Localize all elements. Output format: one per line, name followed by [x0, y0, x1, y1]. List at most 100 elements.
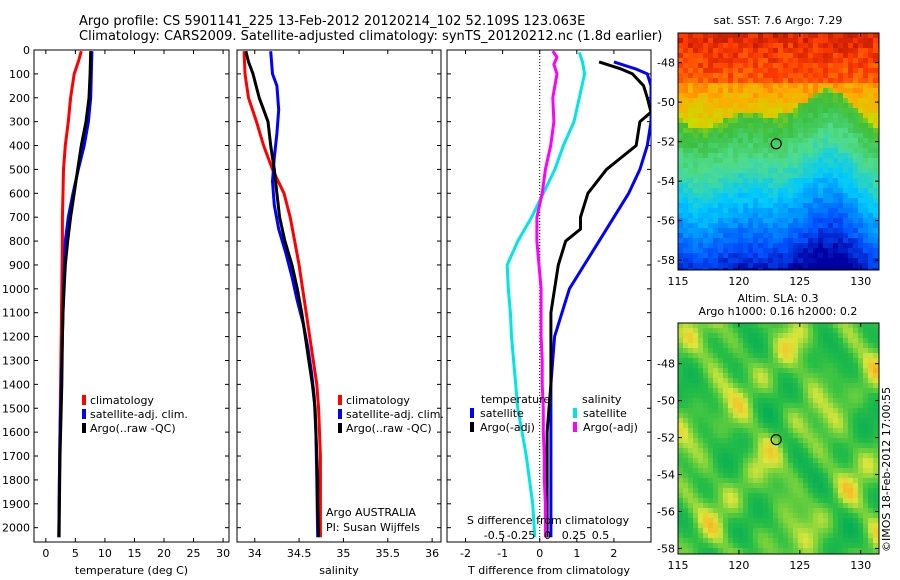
- heatmap-cell: [683, 238, 689, 244]
- heatmap-cell: [763, 513, 769, 519]
- plot-title-line-1: Argo profile: CS 5901141_225 13-Feb-2012…: [79, 14, 586, 29]
- heatmap-cell: [738, 423, 744, 429]
- heatmap-cell: [768, 433, 774, 439]
- heatmap-cell: [868, 113, 874, 119]
- heatmap-cell: [793, 523, 799, 529]
- heatmap-cell: [713, 488, 719, 494]
- heatmap-cell: [818, 88, 824, 94]
- heatmap-cell: [683, 463, 689, 469]
- heatmap-cell: [848, 473, 854, 479]
- heatmap-cell: [738, 418, 744, 424]
- x-tick-label: 10: [98, 547, 112, 560]
- heatmap-cell: [873, 68, 879, 74]
- heatmap-cell: [843, 108, 849, 114]
- heatmap-cell: [683, 488, 689, 494]
- heatmap-cell: [818, 338, 824, 344]
- heatmap-cell: [773, 178, 779, 184]
- heatmap-cell: [788, 223, 794, 229]
- heatmap-cell: [693, 258, 699, 264]
- heatmap-cell: [793, 53, 799, 59]
- heatmap-cell: [788, 53, 794, 59]
- heatmap-cell: [828, 453, 834, 459]
- heatmap-cell: [813, 68, 819, 74]
- heatmap-cell: [703, 228, 709, 234]
- heatmap-cell: [813, 138, 819, 144]
- heatmap-cell: [723, 128, 729, 134]
- heatmap-cell: [723, 518, 729, 524]
- heatmap-cell: [788, 513, 794, 519]
- heatmap-cell: [773, 378, 779, 384]
- heatmap-cell: [828, 173, 834, 179]
- heatmap-cell: [818, 203, 824, 209]
- heatmap-cell: [748, 468, 754, 474]
- heatmap-cell: [828, 158, 834, 164]
- heatmap-cell: [803, 158, 809, 164]
- heatmap-cell: [788, 268, 794, 270]
- heatmap-cell: [868, 158, 874, 164]
- heatmap-cell: [823, 213, 829, 219]
- heatmap-cell: [803, 393, 809, 399]
- heatmap-cell: [708, 498, 714, 504]
- heatmap-cell: [778, 378, 784, 384]
- heatmap-cell: [703, 68, 709, 74]
- heatmap-cell: [683, 258, 689, 264]
- heatmap-cell: [753, 548, 759, 554]
- heatmap-cell: [693, 413, 699, 419]
- legend-swatch: [82, 409, 86, 419]
- heatmap-cell: [723, 68, 729, 74]
- heatmap-cell: [848, 508, 854, 514]
- heatmap-cell: [823, 193, 829, 199]
- heatmap-cell: [818, 33, 824, 39]
- heatmap-cell: [848, 323, 854, 329]
- heatmap-cell: [708, 513, 714, 519]
- heatmap-cell: [718, 213, 724, 219]
- heatmap-cell: [683, 388, 689, 394]
- heatmap-cell: [728, 173, 734, 179]
- heatmap-cell: [858, 153, 864, 159]
- heatmap-cell: [713, 263, 719, 269]
- heatmap-cell: [763, 88, 769, 94]
- heatmap-cell: [813, 148, 819, 154]
- heatmap-cell: [683, 198, 689, 204]
- heatmap-cell: [843, 383, 849, 389]
- heatmap-cell: [768, 548, 774, 554]
- heatmap-cell: [748, 128, 754, 134]
- heatmap-cell: [778, 168, 784, 174]
- heatmap-cell: [873, 353, 879, 359]
- heatmap-cell: [818, 493, 824, 499]
- series-group: [505, 50, 651, 538]
- y-tick-label: 1600: [2, 426, 30, 439]
- heatmap-cell: [798, 488, 804, 494]
- heatmap-cell: [713, 433, 719, 439]
- heatmap-cell: [683, 428, 689, 434]
- heatmap-cell: [698, 43, 704, 49]
- y-tick-label: 900: [9, 259, 30, 272]
- heatmap-cell: [788, 413, 794, 419]
- heatmap-cell: [843, 483, 849, 489]
- heatmap-cell: [798, 118, 804, 124]
- heatmap-cell: [773, 478, 779, 484]
- heatmap-cell: [838, 323, 844, 329]
- heatmap-cell: [873, 108, 879, 114]
- heatmap-cell: [798, 68, 804, 74]
- heatmap-cell: [758, 353, 764, 359]
- heatmap-cell: [743, 188, 749, 194]
- heatmap-cell: [858, 238, 864, 244]
- heatmap-cell: [703, 503, 709, 509]
- heatmap-cell: [723, 413, 729, 419]
- heatmap-cell: [783, 403, 789, 409]
- heatmap-cell: [833, 193, 839, 199]
- heatmap-cell: [788, 453, 794, 459]
- heatmap-cell: [708, 448, 714, 454]
- heatmap-cell: [818, 403, 824, 409]
- heatmap-cell: [693, 343, 699, 349]
- heatmap-cell: [738, 253, 744, 259]
- heatmap-cell: [713, 358, 719, 364]
- heatmap-cell: [868, 103, 874, 109]
- heatmap-cell: [808, 158, 814, 164]
- heatmap-cell: [778, 233, 784, 239]
- heatmap-cell: [728, 358, 734, 364]
- heatmap-cell: [703, 128, 709, 134]
- heatmap-cell: [833, 528, 839, 534]
- heatmap-cell: [873, 153, 879, 159]
